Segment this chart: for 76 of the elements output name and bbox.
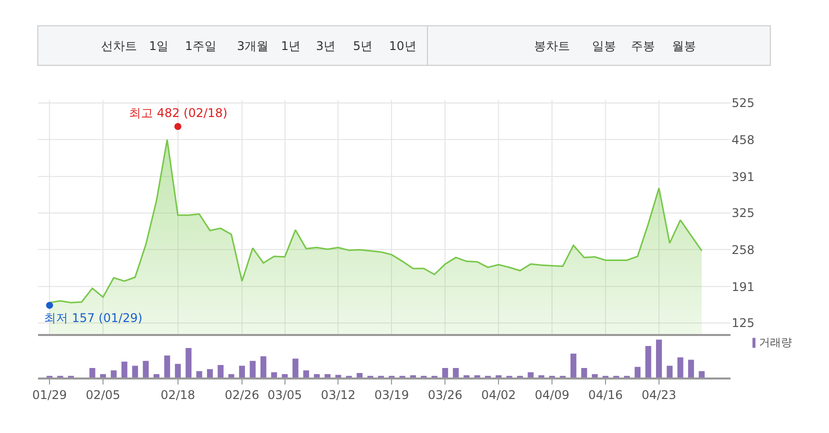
bar <box>154 374 160 378</box>
bar <box>474 375 480 378</box>
bar <box>592 374 598 378</box>
bar <box>206 369 213 378</box>
y-tick-label: 325 <box>732 206 755 220</box>
bar <box>314 374 320 378</box>
bar <box>324 374 330 378</box>
bar <box>496 375 502 378</box>
bar <box>538 375 544 378</box>
text: 1주일 <box>185 39 217 53</box>
legend-label: 거래량 <box>759 336 792 349</box>
bar <box>100 374 106 378</box>
x-tick-label: 03/19 <box>374 388 409 402</box>
x-tick-label: 02/05 <box>86 388 120 402</box>
y-tick-label: 125 <box>732 316 755 330</box>
bar <box>656 340 662 378</box>
bar <box>271 372 278 378</box>
x-tick-label: 02/18 <box>160 388 196 402</box>
text: 3년 <box>316 39 336 53</box>
bar <box>282 374 288 378</box>
x-tick-label: 02/26 <box>224 388 260 402</box>
text: 선차트 <box>101 39 137 53</box>
bar <box>142 360 149 378</box>
bar <box>698 371 705 378</box>
bar <box>228 374 234 378</box>
annotation: 최저 157 (01/29) <box>44 311 142 325</box>
y-tick-label: 525 <box>732 96 755 110</box>
bar <box>634 366 641 378</box>
bar <box>174 364 181 378</box>
text: 월봉 <box>672 39 696 53</box>
x-tick-label: 03/26 <box>428 388 462 402</box>
bar <box>186 348 192 378</box>
bar <box>121 362 128 378</box>
x-tick-label: 01/29 <box>32 388 67 402</box>
text: 1일 <box>149 39 169 53</box>
bar <box>239 366 245 378</box>
text: 3개월 <box>237 39 269 53</box>
text: 5년 <box>353 39 373 53</box>
bar <box>250 360 256 378</box>
bar <box>356 372 363 378</box>
bar <box>464 375 470 378</box>
bar <box>570 354 576 378</box>
y-tick-label: 258 <box>732 242 755 257</box>
bar <box>581 368 588 378</box>
bar <box>528 372 534 378</box>
annotation: 최고 482 (02/18) <box>129 106 228 120</box>
bar <box>677 357 684 378</box>
bar <box>218 365 224 378</box>
bar <box>688 360 694 378</box>
bar <box>645 346 652 378</box>
bar <box>164 356 170 378</box>
text: 일봉 <box>592 39 616 53</box>
y-tick-label: 391 <box>732 170 755 184</box>
text: 봉차트 <box>534 39 570 53</box>
x-tick-label: 03/12 <box>320 388 356 402</box>
bar <box>260 356 266 378</box>
text: 10년 <box>389 39 416 53</box>
x-tick-label: 04/02 <box>481 388 516 402</box>
bar <box>89 368 96 378</box>
text: 주봉 <box>631 39 655 53</box>
bar <box>410 375 416 378</box>
x-tick-label: 04/23 <box>642 388 676 402</box>
bar <box>196 371 202 378</box>
y-tick-label: 191 <box>732 280 755 294</box>
text: 1년 <box>281 39 301 53</box>
bar <box>452 368 459 378</box>
bar <box>292 358 298 378</box>
bar <box>666 366 673 378</box>
x-tick-label: 04/16 <box>588 388 623 402</box>
x-tick-label: 04/09 <box>534 388 570 402</box>
bar <box>110 370 117 378</box>
bar <box>132 366 138 378</box>
x-tick-label: 03/05 <box>267 388 302 402</box>
y-tick-label: 458 <box>732 132 755 147</box>
bar <box>303 370 310 378</box>
bar <box>442 368 448 378</box>
